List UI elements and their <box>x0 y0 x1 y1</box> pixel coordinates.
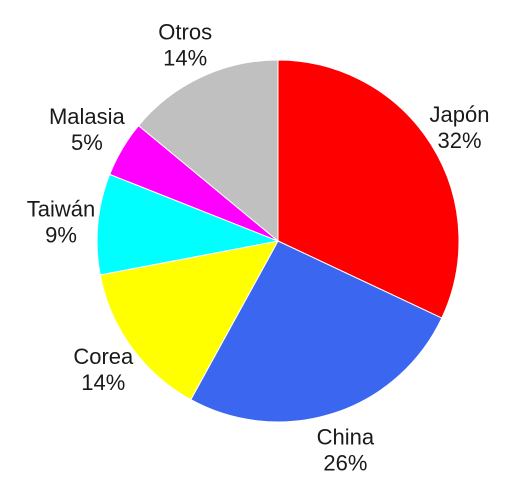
pie-slices <box>96 59 460 423</box>
pie-slice-corea <box>99 240 279 401</box>
slice-label-otros: Otros <box>158 20 212 45</box>
slice-percent-otros: 14% <box>163 46 207 71</box>
slice-label-malasia: Malasia <box>49 104 126 129</box>
slice-label-corea: Corea <box>73 344 134 369</box>
slice-percent-taiwán: 9% <box>45 223 77 248</box>
slice-percent-corea: 14% <box>81 370 125 395</box>
pie-slice-otros <box>137 59 279 243</box>
slice-label-japón: Japón <box>430 102 490 127</box>
slice-percent-japón: 32% <box>437 128 481 153</box>
slice-label-china: China <box>317 424 375 449</box>
slice-label-taiwán: Taiwán <box>27 197 95 222</box>
pie-slice-taiwán <box>96 173 280 276</box>
slice-percent-china: 26% <box>323 450 367 475</box>
pie-labels: Japón32%China26%Corea14%Taiwán9%Malasia5… <box>27 20 490 476</box>
pie-slice-japón <box>277 59 460 319</box>
slice-percent-malasia: 5% <box>71 130 103 155</box>
